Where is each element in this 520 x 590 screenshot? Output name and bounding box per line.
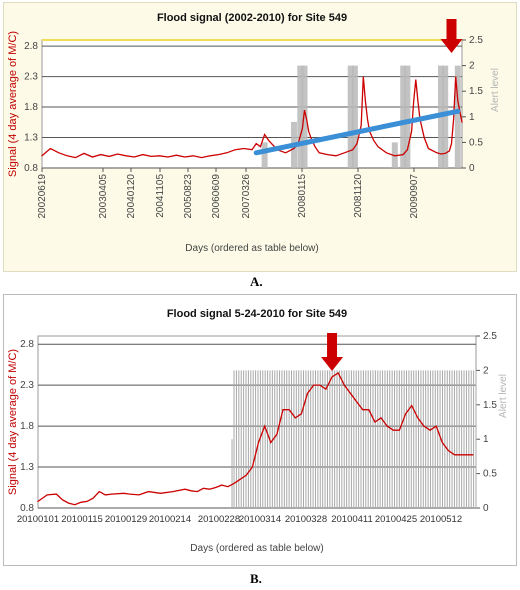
flood-signal-chart-a: 0.8 1.3 1.8 2.3 2.8 0 0.5 1 1.5 2 2.5 20020619 20030… [7,12,501,254]
x-tick-label: 20020619 [37,174,48,219]
x-tick-label: 20100101 [17,514,59,525]
x-tick-label: 20090907 [409,174,420,219]
y-tick-label: 1.8 [20,421,34,432]
x-tick-label: 20100328 [285,514,327,525]
y-tick-label: 2.3 [24,72,38,83]
y-axis-label: Signal (4 day average of M/C) [7,349,19,495]
y2-tick-label: 2 [469,61,475,72]
alert-bar [400,65,407,168]
x-tick-label: 20100129 [105,514,147,525]
y-tick-label: 0.8 [20,503,34,514]
caption-b: B. [250,571,262,586]
y2-tick-label: 0.5 [483,469,497,480]
x-tick-label: 20070326 [241,174,252,219]
chart-panel-b: 0.8 1.3 1.8 2.3 2.8 0 0.5 1 1.5 2 2.5 20100101 20100… [3,294,517,566]
y2-tick-label: 1.5 [469,86,483,97]
y2-tick-label: 0 [469,163,475,174]
y2-tick-label: 1.5 [483,400,497,411]
y-tick-label: 2.8 [24,41,38,52]
y-tick-label: 2.3 [20,380,34,391]
y2-axis-label: Alert level [490,68,501,112]
alert-bar [351,65,358,168]
y-tick-label: 1.3 [20,462,34,473]
x-axis-label: Days (ordered as table below) [185,243,318,254]
alert-bar [404,65,411,168]
x-tick-label: 20100228 [198,514,240,525]
y-tick-label: 0.8 [24,163,38,174]
y2-axis-label: Alert level [498,374,509,418]
y-tick-label: 2.8 [20,339,34,350]
y-tick-label: 1.8 [24,102,38,113]
alert-bar [347,65,354,168]
x-tick-label: 20040120 [126,174,137,219]
caption-a: A. [250,274,263,289]
red-arrow-icon [440,19,463,53]
signal-line [41,76,463,159]
y2-tick-label: 0.5 [469,137,483,148]
x-tick-label: 20080115 [297,174,308,218]
x-tick-label: 20100512 [420,514,462,525]
x-tick-label: 20100425 [375,514,417,525]
y2-tick-label: 1 [483,434,489,445]
y2-tick-label: 0 [483,503,489,514]
plot-area [37,335,477,509]
y2-tick-label: 2 [483,365,489,376]
x-tick-label: 20041105 [155,174,166,218]
y2-tick-label: 1 [469,112,475,123]
y-axis-label: Signal (4 day average of M/C) [7,31,19,177]
alert-bar [301,65,308,168]
x-tick-label: 20030405 [98,174,109,219]
x-tick-label: 20081120 [353,174,364,218]
y-tick-label: 1.3 [24,133,38,144]
x-tick-label: 20100314 [239,514,281,525]
x-tick-label: 20100115 [61,514,103,525]
chart-panel-a: 0.8 1.3 1.8 2.3 2.8 0 0.5 1 1.5 2 2.5 20020619 20030… [3,2,517,272]
alert-bar [454,65,461,168]
trend-line [253,108,461,156]
x-tick-label: 20060609 [211,174,222,219]
signal-line [37,371,474,506]
x-tick-label: 20100411 [331,514,373,525]
alert-bar [442,65,449,168]
x-tick-label: 20050823 [183,174,194,219]
x-tick-label: 20100214 [149,514,191,525]
chart-title: Flood signal (2002-2010) for Site 549 [157,12,347,24]
alert-bar [261,142,268,168]
red-arrow-icon [321,333,344,371]
y2-tick-label: 2.5 [469,35,483,46]
chart-title: Flood signal 5-24-2010 for Site 549 [167,308,347,320]
y2-tick-label: 2.5 [483,331,497,342]
x-axis-label: Days (ordered as table below) [190,543,323,554]
alert-bar [297,65,304,168]
